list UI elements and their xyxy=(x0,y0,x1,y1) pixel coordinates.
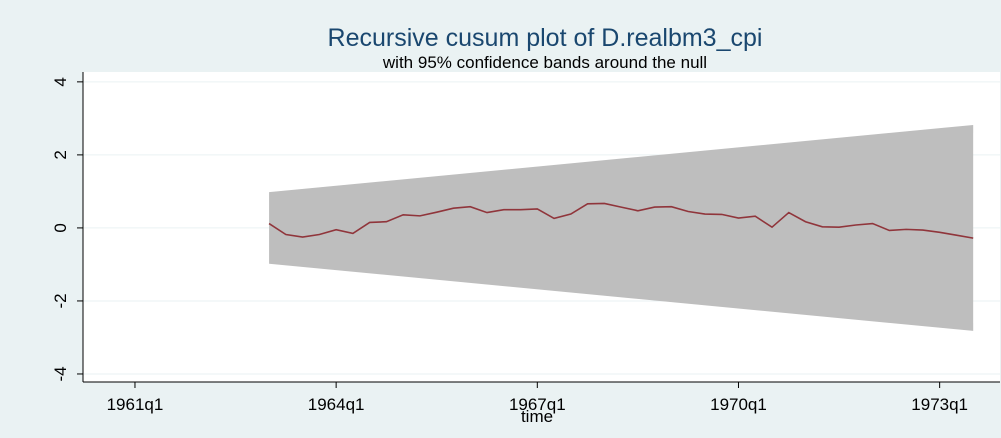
cusum-line xyxy=(268,202,974,239)
chart-subtitle: with 95% confidence bands around the nul… xyxy=(382,53,707,72)
x-tick-label: 1973q1 xyxy=(911,395,968,414)
y-tick-label: -2 xyxy=(51,293,70,308)
confidence-band xyxy=(269,124,974,331)
x-tick-label: 1961q1 xyxy=(107,395,164,414)
x-axis-label: time xyxy=(521,407,553,426)
y-tick-label: 4 xyxy=(51,77,70,86)
chart-title: Recursive cusum plot of D.realbm3_cpi xyxy=(328,24,763,52)
y-tick-label: 2 xyxy=(51,150,70,159)
x-tick-label: 1970q1 xyxy=(710,395,767,414)
y-tick-label: -4 xyxy=(51,366,70,381)
x-tick-label: 1964q1 xyxy=(308,395,365,414)
x-tick-label: 1967q1 xyxy=(509,395,566,414)
y-tick-label: 0 xyxy=(51,223,70,232)
